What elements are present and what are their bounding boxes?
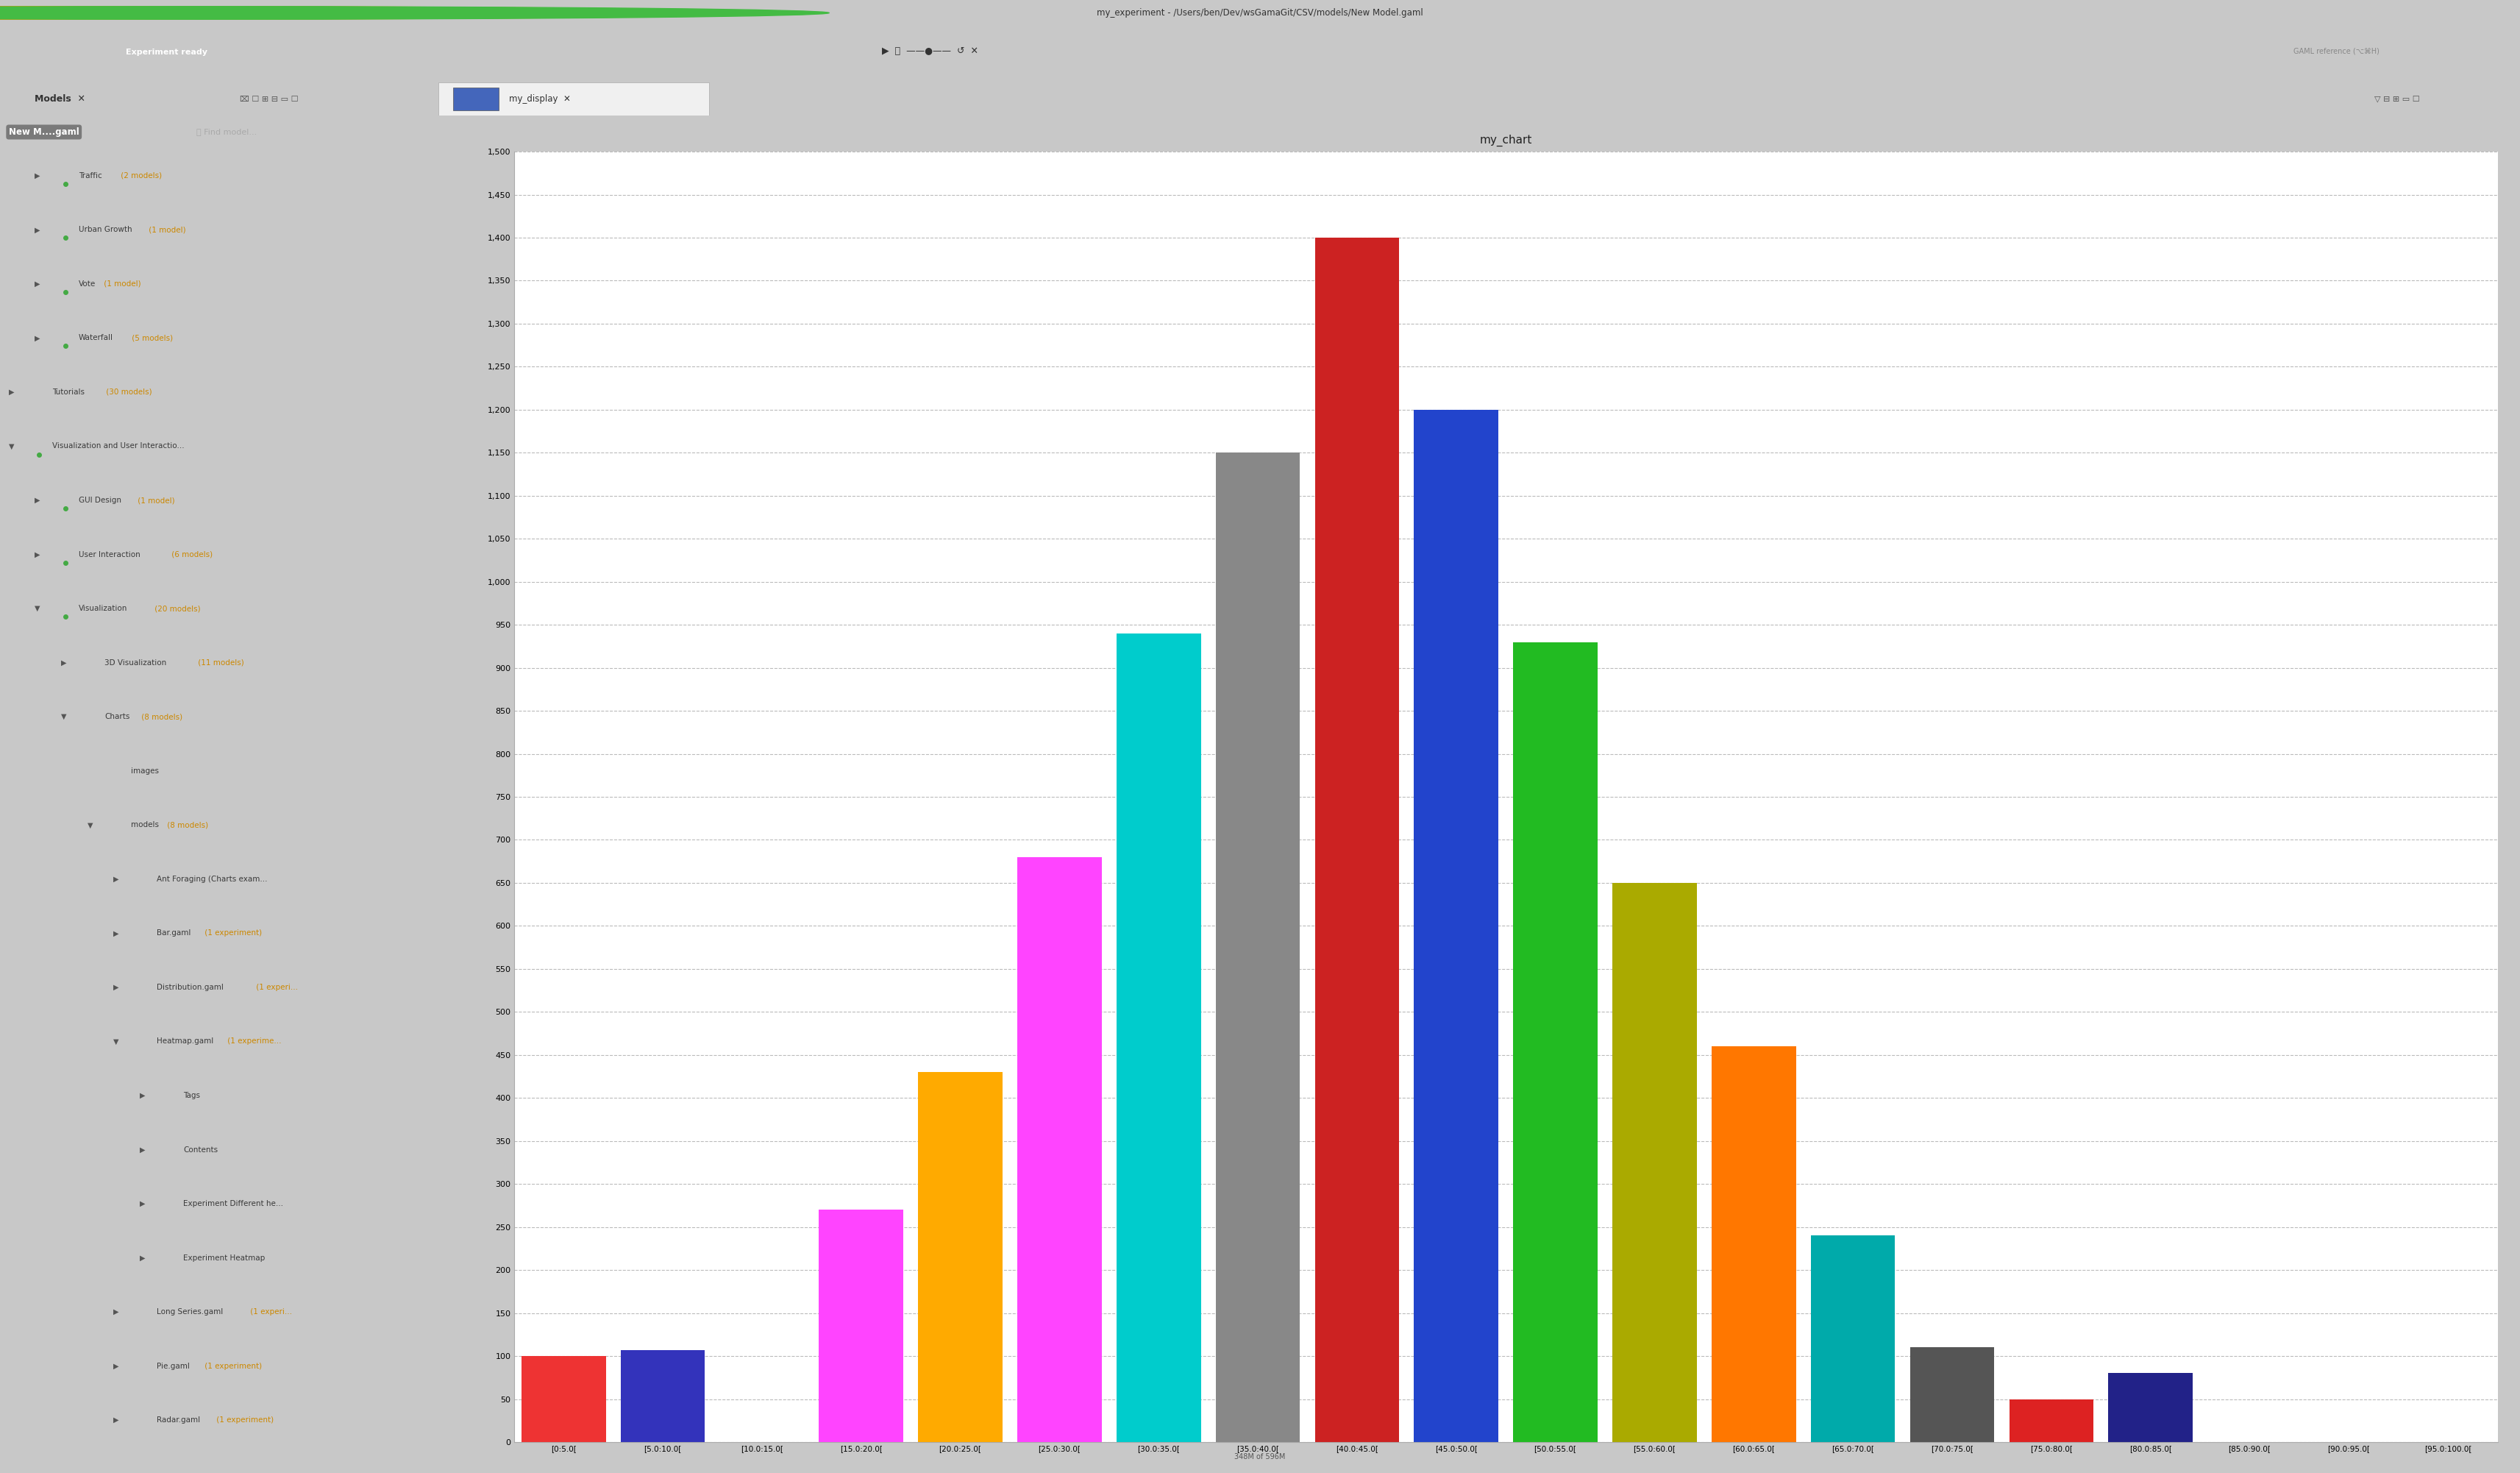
Text: Experiment Heatmap: Experiment Heatmap: [184, 1254, 265, 1261]
Bar: [454, 87, 499, 110]
Bar: [1215, 452, 1300, 1442]
Text: Long Series.gaml: Long Series.gaml: [156, 1308, 224, 1315]
Text: ▶: ▶: [113, 1363, 118, 1370]
Text: User Interaction: User Interaction: [78, 551, 141, 558]
Bar: [1812, 1236, 1895, 1442]
Text: ⌧ ☐ ⊞ ⊟ ▭ ☐: ⌧ ☐ ⊞ ⊟ ▭ ☐: [239, 96, 297, 103]
Bar: [1711, 1046, 1797, 1442]
Text: ▶: ▶: [60, 658, 66, 666]
Text: (1 experime...: (1 experime...: [224, 1038, 282, 1046]
Text: Ant Foraging (Charts exam...: Ant Foraging (Charts exam...: [156, 875, 267, 882]
Bar: [2109, 1373, 2192, 1442]
Text: ▶: ▶: [139, 1254, 146, 1261]
Text: Urban Growth: Urban Growth: [78, 227, 131, 233]
Bar: [1414, 409, 1499, 1442]
Bar: [1018, 857, 1101, 1442]
Text: Traffic: Traffic: [78, 172, 101, 180]
Text: ▶: ▶: [35, 551, 40, 558]
Text: ▶  ⏸  ——●——  ↺  ✕: ▶ ⏸ ——●—— ↺ ✕: [882, 47, 978, 56]
Text: ▽ ⊟ ⊞ ▭ ☐: ▽ ⊟ ⊞ ▭ ☐: [2374, 96, 2419, 103]
Text: my_experiment - /Users/ben/Dev/wsGamaGit/CSV/models/New Model.gaml: my_experiment - /Users/ben/Dev/wsGamaGit…: [1096, 7, 1424, 18]
Text: (6 models): (6 models): [169, 551, 212, 558]
Text: Charts: Charts: [106, 713, 131, 720]
Text: ▶: ▶: [139, 1146, 146, 1153]
Text: (1 experiment): (1 experiment): [214, 1417, 272, 1424]
Text: Tutorials: Tutorials: [53, 389, 86, 396]
Text: New M....gaml: New M....gaml: [8, 127, 78, 137]
Text: ▼: ▼: [35, 605, 40, 613]
Circle shape: [0, 6, 718, 19]
Text: ▼: ▼: [8, 442, 15, 449]
Text: ▶: ▶: [113, 875, 118, 882]
Text: (8 models): (8 models): [164, 822, 209, 829]
Bar: [620, 1351, 706, 1442]
Text: Models  ✕: Models ✕: [35, 94, 86, 103]
Text: ▶: ▶: [35, 280, 40, 287]
Text: (11 models): (11 models): [197, 658, 244, 666]
Bar: [917, 1072, 1003, 1442]
Text: (8 models): (8 models): [139, 713, 181, 720]
Text: Visualization: Visualization: [78, 605, 129, 613]
Text: (1 experi...: (1 experi...: [247, 1308, 292, 1315]
Text: ▶: ▶: [113, 1308, 118, 1315]
Text: ▼: ▼: [113, 1038, 118, 1046]
Bar: [2008, 1399, 2094, 1442]
Text: Radar.gaml: Radar.gaml: [156, 1417, 202, 1424]
Text: GUI Design: GUI Design: [78, 496, 121, 504]
Text: 348M of 596M: 348M of 596M: [1235, 1454, 1285, 1461]
Text: ▼: ▼: [60, 713, 66, 720]
Text: 3D Visualization: 3D Visualization: [106, 658, 166, 666]
Text: (30 models): (30 models): [103, 389, 151, 396]
Text: 🔍 Find model...: 🔍 Find model...: [197, 128, 257, 136]
Text: Experiment Different he...: Experiment Different he...: [184, 1200, 282, 1208]
Text: (20 models): (20 models): [151, 605, 202, 613]
Text: (1 model): (1 model): [101, 280, 141, 287]
Text: ▶: ▶: [139, 1091, 146, 1099]
Text: ▶: ▶: [113, 984, 118, 991]
Text: Vote: Vote: [78, 280, 96, 287]
Bar: [1116, 633, 1202, 1442]
Text: ▶: ▶: [139, 1200, 146, 1208]
Circle shape: [0, 6, 774, 19]
Bar: [438, 82, 708, 115]
Text: (1 experiment): (1 experiment): [202, 1363, 262, 1370]
Bar: [1910, 1348, 1993, 1442]
Text: (1 experiment): (1 experiment): [202, 929, 262, 937]
Text: Visualization and User Interactio...: Visualization and User Interactio...: [53, 442, 184, 449]
Text: Experiment ready: Experiment ready: [126, 49, 207, 56]
Text: Distribution.gaml: Distribution.gaml: [156, 984, 224, 991]
Text: images: images: [131, 767, 159, 775]
Bar: [1613, 882, 1696, 1442]
Bar: [819, 1209, 902, 1442]
Text: Bar.gaml: Bar.gaml: [156, 929, 192, 937]
Text: ▶: ▶: [35, 496, 40, 504]
Text: ▶: ▶: [8, 389, 15, 396]
Circle shape: [0, 6, 829, 19]
Text: ▶: ▶: [35, 172, 40, 180]
Text: my_display  ✕: my_display ✕: [509, 94, 572, 103]
Text: (5 models): (5 models): [129, 334, 174, 342]
Bar: [1512, 642, 1598, 1442]
Text: (1 model): (1 model): [146, 227, 186, 233]
Text: Waterfall: Waterfall: [78, 334, 113, 342]
Text: ▶: ▶: [35, 227, 40, 233]
Text: ▶: ▶: [35, 334, 40, 342]
Text: Pie.gaml: Pie.gaml: [156, 1363, 189, 1370]
Text: (1 experi...: (1 experi...: [255, 984, 297, 991]
Text: ▶: ▶: [113, 1417, 118, 1424]
Text: (2 models): (2 models): [118, 172, 161, 180]
Text: models: models: [131, 822, 159, 829]
Text: Contents: Contents: [184, 1146, 217, 1153]
Bar: [522, 1357, 605, 1442]
Text: ▶: ▶: [113, 929, 118, 937]
Text: Tags: Tags: [184, 1091, 199, 1099]
Bar: [1315, 237, 1399, 1442]
Text: Heatmap.gaml: Heatmap.gaml: [156, 1038, 214, 1046]
Title: my_chart: my_chart: [1479, 134, 1532, 146]
Text: (1 model): (1 model): [136, 496, 174, 504]
Text: ▼: ▼: [88, 822, 93, 829]
Text: GAML reference (⌥⌘H): GAML reference (⌥⌘H): [2293, 47, 2379, 55]
